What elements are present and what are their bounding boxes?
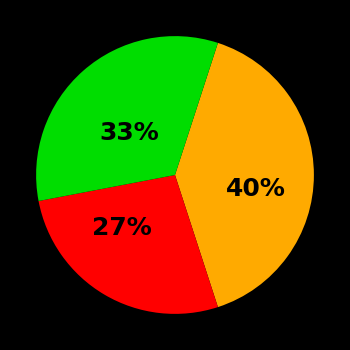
- Text: 40%: 40%: [226, 177, 286, 201]
- Wedge shape: [36, 36, 218, 201]
- Wedge shape: [175, 43, 314, 307]
- Text: 27%: 27%: [92, 216, 152, 240]
- Wedge shape: [38, 175, 218, 314]
- Text: 33%: 33%: [99, 121, 159, 145]
